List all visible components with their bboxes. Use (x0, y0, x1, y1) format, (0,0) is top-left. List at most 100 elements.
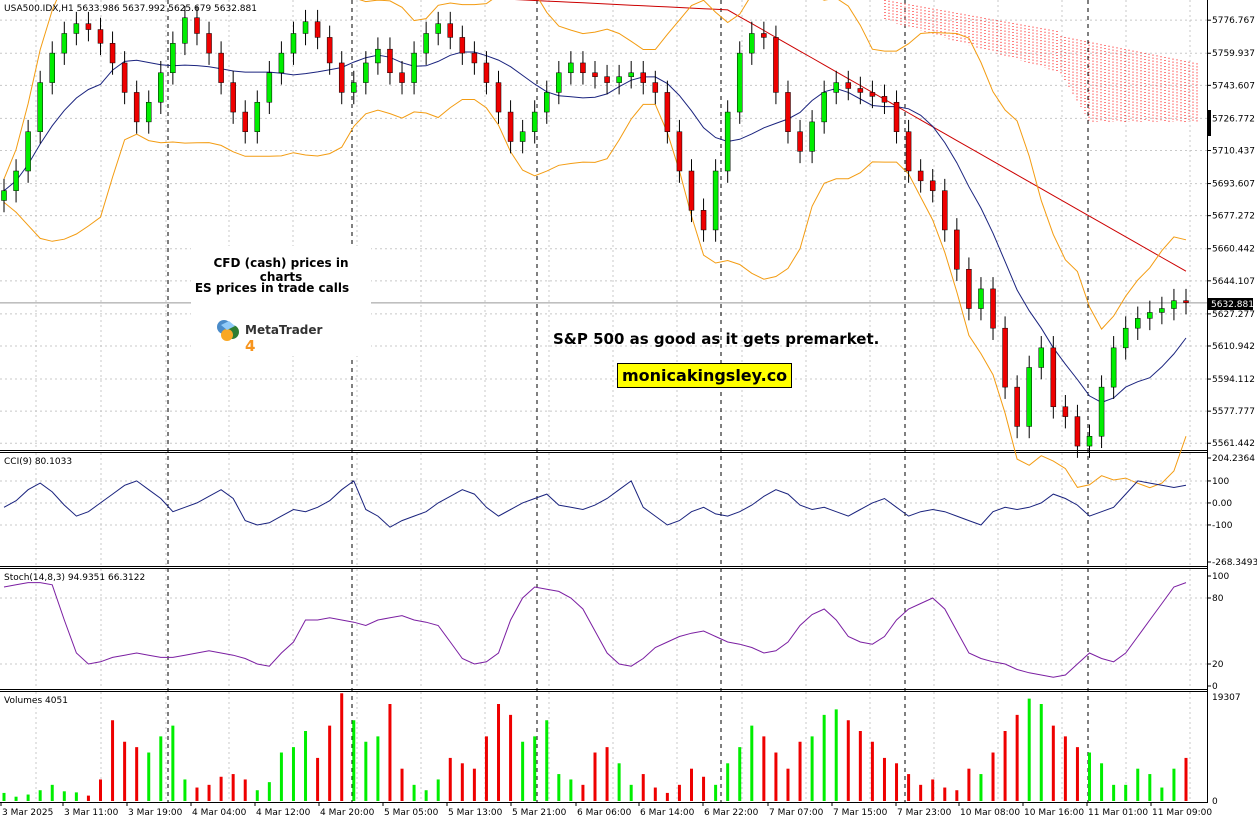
candle-body (206, 33, 212, 54)
candle-body (568, 62, 574, 74)
candle-body (954, 229, 960, 270)
price-axis: 5776.767 5759.937 5743.607 5726.772 5710.437… (1207, 16, 1255, 449)
candle-body (97, 29, 104, 44)
candle-body (724, 111, 731, 172)
candle-body (1, 190, 7, 201)
candle-body (278, 52, 285, 74)
candle-body (170, 43, 176, 74)
site-badge[interactable]: monicakingsley.co (617, 363, 793, 388)
scroll-marker[interactable] (1208, 110, 1211, 136)
time-tick-label: 7 Mar 23:00 (897, 808, 952, 818)
candle-body (13, 170, 19, 191)
candle-body (821, 92, 827, 123)
time-tick-label: 5 Mar 21:00 (512, 808, 567, 818)
candle-body (73, 23, 80, 34)
candle-body (242, 111, 248, 132)
candle-body (917, 170, 924, 182)
volume-bars: 19307 0 (2, 693, 1241, 807)
candle-body (447, 23, 454, 38)
candle-body (809, 121, 815, 152)
candle-body (314, 21, 321, 38)
candle-body (845, 82, 852, 89)
info-line-es: ES prices in trade calls (194, 281, 350, 295)
candle-body (616, 76, 622, 83)
current-price-tag (1208, 298, 1253, 310)
stoch-tick-label: 0 (1212, 682, 1218, 692)
time-axis: 3 Mar 2025 3 Mar 11:00 3 Mar 19:00 4 Mar 04… (0, 802, 1212, 818)
candle-body (1159, 308, 1165, 313)
candle-body (929, 180, 936, 191)
candle-body (158, 72, 164, 103)
price-tick-label: 5594.112 (1212, 375, 1255, 385)
candle-body (435, 23, 441, 34)
time-tick-label: 6 Mar 14:00 (640, 808, 695, 818)
candle-body (640, 72, 646, 83)
cci-tick-label: -100 (1212, 521, 1233, 531)
price-tick-label: 5677.272 (1212, 212, 1255, 222)
candle-body (1135, 318, 1141, 329)
time-tick-label: 5 Mar 05:00 (384, 808, 439, 818)
cci-tick-label: 100 (1212, 477, 1229, 487)
candle-body (1171, 300, 1177, 309)
candle-body (399, 72, 405, 83)
candle-body (1110, 347, 1117, 388)
candle-body (531, 111, 538, 132)
cci-line (3, 480, 1187, 528)
time-tick-label: 4 Mar 04:00 (192, 808, 247, 818)
time-tick-label: 6 Mar 22:00 (704, 808, 759, 818)
time-tick-label: 3 Mar 2025 (2, 808, 53, 818)
stoch-tick-label: 20 (1212, 660, 1224, 670)
candle-body (990, 288, 996, 329)
candle-body (1098, 386, 1105, 437)
candle-body (290, 33, 297, 54)
price-tick-label: 5726.772 (1212, 114, 1255, 124)
candle-body (459, 37, 466, 54)
ichimoku-cloud (884, 0, 1198, 122)
metatrader-icon (217, 320, 239, 341)
headline-text: S&P 500 as good as it gets premarket. (553, 330, 880, 348)
stoch-tick-label: 80 (1212, 594, 1224, 604)
candle-body (881, 96, 888, 103)
candle-body (544, 92, 550, 113)
price-tick-label: 5710.437 (1212, 146, 1255, 156)
candle-body (230, 82, 236, 113)
price-tick-label: 5610.942 (1212, 342, 1255, 352)
info-box: CFD (cash) prices in charts ES prices in… (191, 246, 371, 356)
bollinger-bands (3, 0, 1187, 489)
candle-body (966, 268, 972, 309)
price-tick-label: 5660.442 (1212, 245, 1255, 255)
candle-body (411, 52, 417, 83)
time-tick-label: 10 Mar 16:00 (1024, 808, 1084, 818)
time-tick-label: 11 Mar 09:00 (1152, 808, 1212, 818)
candle-body (423, 33, 429, 54)
price-tick-label: 5776.767 (1212, 16, 1255, 26)
candle-body (338, 62, 345, 93)
candle-body (761, 33, 767, 38)
candle-body (387, 48, 393, 74)
volumes-label: Volumes 4051 (4, 696, 68, 706)
candle-body (712, 170, 719, 231)
info-line-cfd: CFD (cash) prices in charts (213, 256, 349, 284)
fast-ma-line (3, 51, 1187, 403)
candle-body (351, 82, 357, 93)
candle-body (700, 210, 707, 231)
candle-body (37, 82, 43, 132)
candle-body (628, 72, 634, 77)
candle-body (857, 88, 864, 93)
candle-body (1026, 367, 1032, 427)
candle-body (676, 131, 683, 172)
cci-label: CCI(9) 80.1033 (4, 457, 72, 467)
price-tick-label: 5644.107 (1212, 277, 1255, 287)
candle-body (121, 62, 128, 93)
volume-tick-label: 0 (1212, 797, 1218, 807)
candle-body (145, 101, 152, 123)
lower-band-line (3, 99, 1187, 489)
candle-body (978, 288, 984, 309)
candle-body (61, 33, 68, 54)
candle-body (1183, 300, 1189, 303)
current-price-label: 5632.881 (1211, 300, 1254, 310)
volume-tick-label: 19307 (1212, 693, 1241, 703)
candle-body (652, 82, 659, 93)
cci-indicator: 204.2364 100 0.00 -100 -268.3493 (0, 454, 1257, 568)
